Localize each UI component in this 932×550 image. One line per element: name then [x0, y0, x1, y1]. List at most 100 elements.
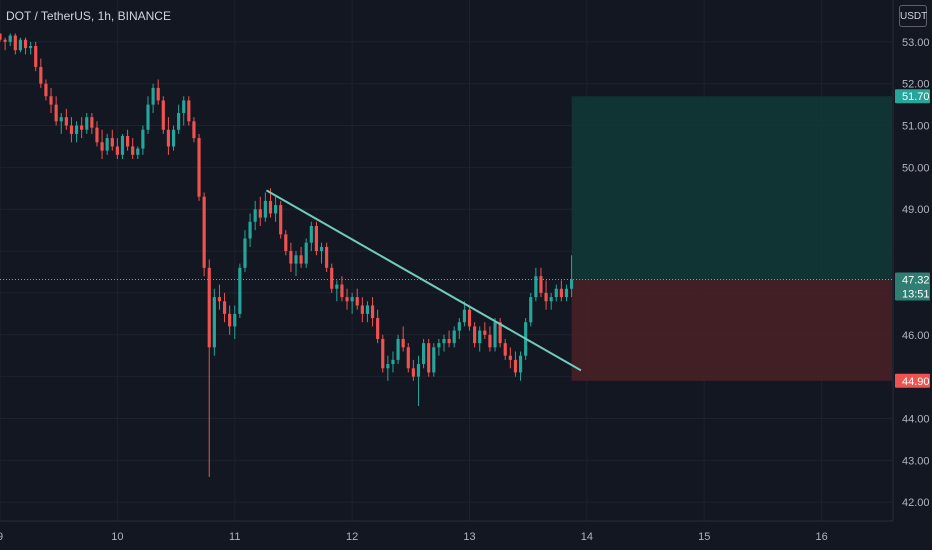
trendline[interactable]	[265, 189, 582, 372]
candle-body	[381, 338, 385, 369]
candle-body	[416, 364, 421, 377]
candle-body	[197, 138, 201, 197]
candle-body	[212, 297, 216, 348]
candle-body	[248, 221, 252, 239]
time-tick-label: 11	[229, 531, 240, 543]
candle-body	[340, 284, 344, 298]
candle-body	[422, 343, 426, 365]
candle-body	[564, 288, 569, 298]
candle-body	[365, 305, 370, 314]
candle-body	[447, 338, 451, 344]
candle-body	[263, 200, 267, 218]
candle-body	[314, 225, 318, 252]
currency-button[interactable]: USDT	[899, 5, 927, 27]
price-tick-label: 51.00	[902, 121, 930, 133]
candle-body	[274, 205, 278, 214]
candle-body	[268, 200, 273, 214]
long-position-tool[interactable]	[571, 96, 892, 381]
stop-zone[interactable]	[571, 279, 892, 381]
candle-body	[539, 276, 543, 293]
candle-body	[182, 100, 186, 113]
candle-body	[299, 255, 303, 264]
candle-body	[69, 125, 74, 134]
candle-body	[233, 313, 237, 327]
candle-body	[462, 309, 466, 323]
candle-body	[467, 309, 472, 327]
candle-body	[559, 288, 563, 298]
candle-body	[345, 297, 349, 302]
candle-body	[171, 129, 176, 147]
candle-body	[131, 146, 135, 155]
candle-body	[228, 313, 232, 327]
price-tick-label: 46.00	[902, 330, 930, 342]
candle-body	[151, 87, 155, 105]
candle-body	[192, 121, 196, 139]
candle-body	[166, 129, 170, 147]
stop-price-label-bg	[895, 373, 930, 388]
candle-body	[222, 301, 227, 314]
candle-body	[554, 288, 558, 298]
candle-body	[335, 284, 339, 289]
target-price-label-bg	[895, 89, 930, 104]
candle-body	[386, 364, 390, 369]
candle-body	[80, 125, 84, 130]
candle-body	[44, 83, 48, 97]
candle-body	[29, 46, 33, 49]
candle-body	[396, 338, 400, 360]
candle-body	[508, 355, 512, 360]
candle-body	[85, 117, 89, 130]
time-axis[interactable]: 9 10 11 12 13 14 15 16	[0, 520, 893, 543]
candle-body	[243, 238, 247, 268]
current-price-label-bg	[895, 272, 930, 301]
candle-body	[360, 305, 364, 314]
candle-body	[126, 136, 130, 147]
time-tick-label: 9	[0, 531, 3, 543]
target-price-label: 51.70	[902, 91, 930, 103]
candle-body	[100, 142, 104, 151]
candle-body	[18, 39, 22, 51]
candles	[0, 33, 574, 478]
candle-body	[49, 96, 53, 105]
candle-body	[457, 322, 461, 331]
candle-body	[258, 209, 262, 218]
candle-body	[136, 148, 140, 155]
candle-body	[90, 117, 94, 128]
candle-body	[34, 46, 38, 67]
candle-body	[187, 100, 191, 122]
candle-body	[473, 326, 477, 344]
candle-body	[110, 138, 114, 147]
time-tick-label: 12	[346, 531, 358, 543]
candle-body	[23, 39, 28, 49]
candle-body	[207, 267, 211, 348]
candle-body	[304, 242, 308, 264]
candle-body	[544, 292, 548, 302]
candle-body	[120, 136, 125, 155]
candle-body	[350, 297, 354, 302]
candle-body	[427, 343, 431, 373]
time-tick-label: 13	[463, 531, 475, 543]
time-tick-label: 14	[581, 531, 593, 543]
target-zone[interactable]	[571, 96, 892, 280]
candle-body	[391, 359, 395, 365]
candle-body	[483, 330, 487, 335]
candle-body	[279, 205, 283, 235]
price-tick-label: 53.00	[902, 37, 930, 49]
candle-body	[3, 39, 7, 42]
candle-body	[177, 112, 181, 130]
candle-body	[105, 138, 109, 151]
candle-body	[64, 117, 68, 126]
candle-body	[529, 297, 533, 323]
candle-body	[238, 267, 242, 314]
candle-body	[442, 338, 446, 344]
candle-body	[325, 246, 329, 268]
price-tick-label: 50.00	[902, 162, 930, 174]
current-price-label: 47.32	[902, 275, 930, 287]
current-price-label-countdown: 13:51	[902, 289, 930, 301]
candle-body	[518, 355, 523, 373]
candle-body	[294, 255, 298, 264]
candle-body	[376, 318, 380, 339]
candle-body	[39, 66, 43, 84]
candle-body	[503, 343, 507, 356]
candle-body	[284, 234, 288, 252]
